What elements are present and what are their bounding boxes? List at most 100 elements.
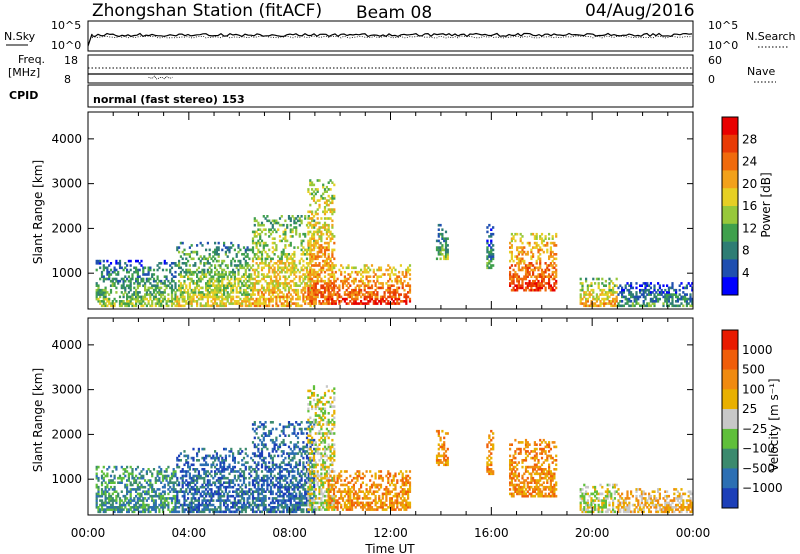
echo-cell: [277, 279, 280, 283]
echo-cell: [239, 297, 242, 301]
echo-cell: [398, 279, 401, 283]
echo-cell: [669, 293, 672, 296]
echo-cell: [617, 286, 620, 290]
echo-cell: [260, 266, 264, 270]
echo-cell: [284, 282, 287, 285]
echo-cell: [331, 302, 334, 305]
echo-cell: [291, 508, 294, 511]
echo-cell: [199, 474, 202, 478]
echo-cell: [178, 264, 181, 267]
echo-cell: [129, 302, 132, 305]
echo-cell: [338, 284, 341, 287]
echo-cell: [325, 268, 328, 272]
echo-cell: [289, 270, 292, 274]
echo-cell: [228, 284, 231, 287]
echo-cell: [210, 465, 213, 469]
echo-cell: [260, 485, 264, 489]
echo-cell: [280, 470, 283, 473]
echo-cell: [260, 452, 264, 455]
echo-cell: [179, 284, 182, 287]
echo-cell: [183, 499, 186, 502]
echo-cell: [206, 284, 209, 287]
echo-cell: [282, 443, 285, 446]
echo-cell: [273, 447, 276, 451]
echo-cell: [99, 295, 102, 299]
echo-cell: [268, 468, 271, 471]
echo-cell: [251, 241, 255, 245]
echo-cell: [685, 304, 688, 308]
echo-cell: [163, 288, 166, 292]
echo-cell: [223, 476, 226, 480]
echo-cell: [154, 499, 157, 502]
echo-cell: [135, 488, 138, 491]
cpid-text: normal (fast stereo) 153: [93, 93, 245, 106]
echo-cell: [526, 273, 529, 276]
echo-cell: [226, 277, 229, 281]
nave-tick-top: 60: [708, 54, 722, 67]
echo-cell: [323, 259, 327, 263]
echo-cell: [102, 476, 105, 480]
echo-cell: [253, 270, 256, 274]
echo-cell: [223, 463, 226, 467]
echo-cell: [540, 284, 544, 287]
echo-cell: [551, 235, 554, 238]
echo-cell: [358, 291, 361, 294]
echo-cell: [280, 266, 283, 270]
echo-cell: [367, 284, 370, 287]
station-title: Zhongshan Station (fitACF): [92, 1, 322, 21]
echo-cell: [205, 257, 208, 261]
echo-cell: [269, 454, 273, 458]
echo-cell: [439, 257, 442, 261]
echo-cell: [181, 485, 184, 489]
echo-cell: [307, 217, 310, 220]
echo-cell: [108, 302, 111, 305]
echo-cell: [212, 259, 215, 263]
echo-cell: [208, 286, 211, 290]
echo-cell: [109, 302, 113, 305]
echo-cell: [197, 270, 200, 274]
echo-cell: [268, 304, 271, 308]
echo-cell: [181, 284, 184, 287]
echo-cell: [305, 250, 309, 254]
echo-cell: [230, 270, 233, 274]
echo-cell: [170, 295, 174, 299]
echo-cell: [403, 300, 406, 303]
echo-cell: [287, 262, 291, 265]
echo-cell: [190, 503, 193, 507]
echo-cell: [179, 293, 182, 296]
echo-cell: [172, 297, 175, 301]
echo-cell: [662, 302, 665, 305]
echo-cell: [405, 275, 408, 278]
echo-cell: [271, 490, 274, 493]
echo-cell: [156, 264, 159, 267]
echo-cell: [147, 270, 150, 274]
echo-cell: [147, 302, 150, 305]
echo-cell: [233, 476, 236, 480]
echo-cell: [244, 284, 247, 287]
echo-cell: [287, 454, 291, 458]
echo-cell: [221, 476, 224, 480]
echo-cell: [129, 465, 132, 469]
echo-cell: [172, 470, 175, 473]
echo-cell: [331, 212, 334, 216]
echo-cell: [594, 302, 597, 305]
echo-cell: [233, 259, 236, 263]
echo-cell: [221, 300, 224, 303]
echo-cell: [248, 275, 251, 278]
echo-cell: [304, 427, 307, 431]
echo-cell: [347, 277, 350, 281]
echo-cell: [361, 302, 364, 305]
echo-cell: [253, 273, 256, 276]
echo-cell: [316, 279, 319, 283]
echo-cell: [248, 248, 251, 252]
echo-cell: [685, 297, 688, 301]
echo-cell: [242, 291, 246, 294]
echo-cell: [510, 250, 513, 254]
echo-cell: [174, 472, 177, 476]
echo-cell: [214, 250, 217, 254]
echo-cell: [203, 503, 206, 507]
echo-cell: [302, 286, 305, 290]
echo-cell: [314, 257, 317, 261]
echo-cell: [259, 295, 262, 299]
echo-cell: [271, 497, 274, 500]
